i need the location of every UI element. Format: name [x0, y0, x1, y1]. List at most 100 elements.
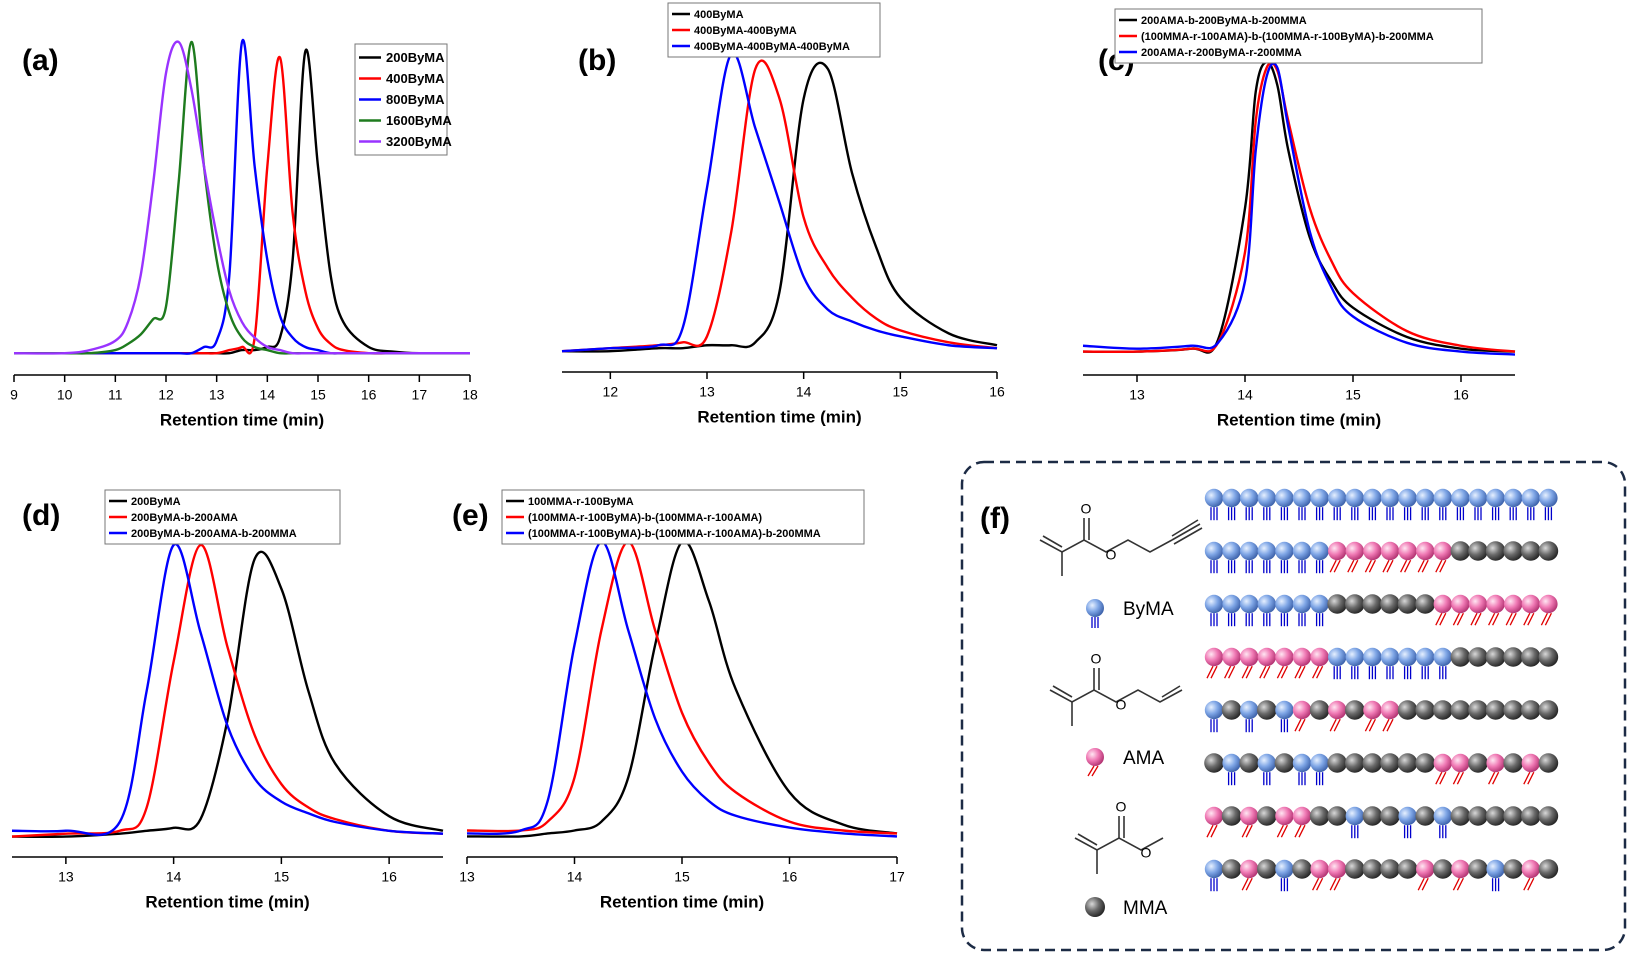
monomer-bead — [1257, 859, 1277, 879]
monomer-bead — [1345, 594, 1365, 614]
monomer-bead — [1257, 594, 1277, 614]
alkene-group — [1241, 824, 1249, 838]
monomer-bead — [1362, 859, 1383, 879]
panel-box — [960, 460, 1627, 952]
legend-box — [667, 2, 881, 58]
alkene-group — [1527, 771, 1535, 785]
monomer-bead — [1380, 700, 1400, 720]
x-tick-label: 13 — [1129, 387, 1145, 403]
monomer-bead — [1397, 700, 1418, 720]
x-tick-label: 15 — [1345, 387, 1361, 403]
monomer-bead — [1468, 859, 1488, 879]
series-line — [1082, 61, 1516, 354]
monomer-bead — [1240, 541, 1259, 561]
monomer-bead — [1433, 594, 1453, 614]
monomer-bead — [1292, 806, 1312, 826]
monomer-bead — [1503, 647, 1523, 667]
monomer-bead — [1222, 541, 1241, 561]
monomer-bead — [1451, 859, 1470, 879]
monomer-bead — [1433, 859, 1453, 879]
alkene-group — [1421, 559, 1429, 573]
x-tick-label: 16 — [381, 869, 397, 885]
x-tick-label: 9 — [10, 387, 18, 403]
monomer-bead — [1275, 647, 1294, 667]
monomer-bead — [1345, 488, 1365, 508]
monomer-bead — [1257, 753, 1277, 773]
monomer-bead — [1328, 700, 1347, 720]
monomer-bead — [1292, 488, 1312, 508]
monomer-bead — [1451, 488, 1470, 508]
atom: O — [1116, 799, 1127, 815]
x-tick-label: 11 — [108, 387, 123, 403]
monomer-bead — [1416, 647, 1435, 667]
legend-label: 200ByMA — [131, 496, 181, 508]
monomer-bead — [1204, 647, 1224, 667]
monomer-bead — [1521, 700, 1541, 720]
monomer-bead — [1257, 700, 1277, 720]
x-tick-label: 15 — [310, 387, 326, 403]
monomer-bead — [1450, 647, 1471, 667]
monomer-bead — [1398, 488, 1417, 508]
alkene-group — [1280, 665, 1288, 679]
atom: O — [1141, 845, 1152, 861]
x-axis-label: Retention time (min) — [697, 407, 861, 426]
monomer-label: AMA — [1123, 748, 1165, 769]
monomer-bead — [1328, 541, 1347, 561]
alkene-group — [1527, 612, 1535, 626]
alkene-group — [1523, 612, 1531, 626]
panel-label: (a) — [22, 44, 59, 77]
monomer-bead — [1539, 594, 1558, 614]
monomer-bead — [1380, 859, 1400, 879]
alkene-group — [1386, 718, 1394, 732]
x-tick-label: 14 — [1237, 387, 1253, 403]
panel-f: (f) O O O O O O — [960, 460, 1627, 952]
monomer-bead — [1363, 700, 1382, 720]
alkene-group — [1417, 559, 1425, 573]
monomer-bead — [1468, 753, 1488, 773]
alkene-group — [1351, 559, 1359, 573]
alkene-group — [1312, 665, 1320, 679]
alkene-group — [1259, 665, 1267, 679]
monomer-bead — [1345, 700, 1365, 720]
series-line — [11, 550, 444, 839]
monomer-bead — [1450, 541, 1471, 561]
monomer-bead — [1451, 594, 1470, 614]
series-line — [11, 542, 444, 836]
monomer-bead — [1363, 541, 1382, 561]
monomer-bead — [1222, 594, 1241, 614]
alkene-group — [1523, 877, 1531, 891]
x-tick-label: 14 — [166, 869, 182, 885]
monomer-bead — [1416, 488, 1435, 508]
alkene-group — [1435, 612, 1443, 626]
monomer-bead — [1292, 541, 1312, 561]
monomer-bead — [1275, 700, 1294, 720]
alkene-group — [1540, 612, 1548, 626]
monomer-bead — [1204, 541, 1224, 561]
alkene-group — [1312, 877, 1320, 891]
monomer-bead — [1468, 541, 1488, 561]
legend-label: 100MMA-r-100ByMA — [528, 496, 634, 508]
alkene-group — [1245, 665, 1253, 679]
monomer-bead — [1275, 541, 1294, 561]
monomer-bead — [1538, 753, 1559, 773]
monomer-bead — [1433, 806, 1453, 826]
alkene-group — [1523, 771, 1531, 785]
alkene-group — [1224, 665, 1232, 679]
panel-label: (f) — [980, 502, 1010, 535]
monomer-bead — [1310, 594, 1329, 614]
alkene-group — [1492, 771, 1500, 785]
monomer-bead — [1221, 859, 1242, 879]
monomer-bead — [1275, 488, 1294, 508]
monomer-bead — [1397, 753, 1418, 773]
monomer-bead — [1240, 647, 1259, 667]
monomer-bead — [1468, 647, 1488, 667]
monomer-bead — [1380, 647, 1400, 667]
monomer-bead — [1486, 594, 1505, 614]
monomer-bead — [1222, 488, 1241, 508]
chart: (b) 12 13 14 15 16 Retention time (min) 400ByMA… — [561, 2, 1005, 426]
monomer-bead — [1538, 700, 1559, 720]
monomer-bead — [1504, 488, 1523, 508]
monomer-bead — [1485, 647, 1506, 667]
monomer-bead — [1362, 753, 1383, 773]
